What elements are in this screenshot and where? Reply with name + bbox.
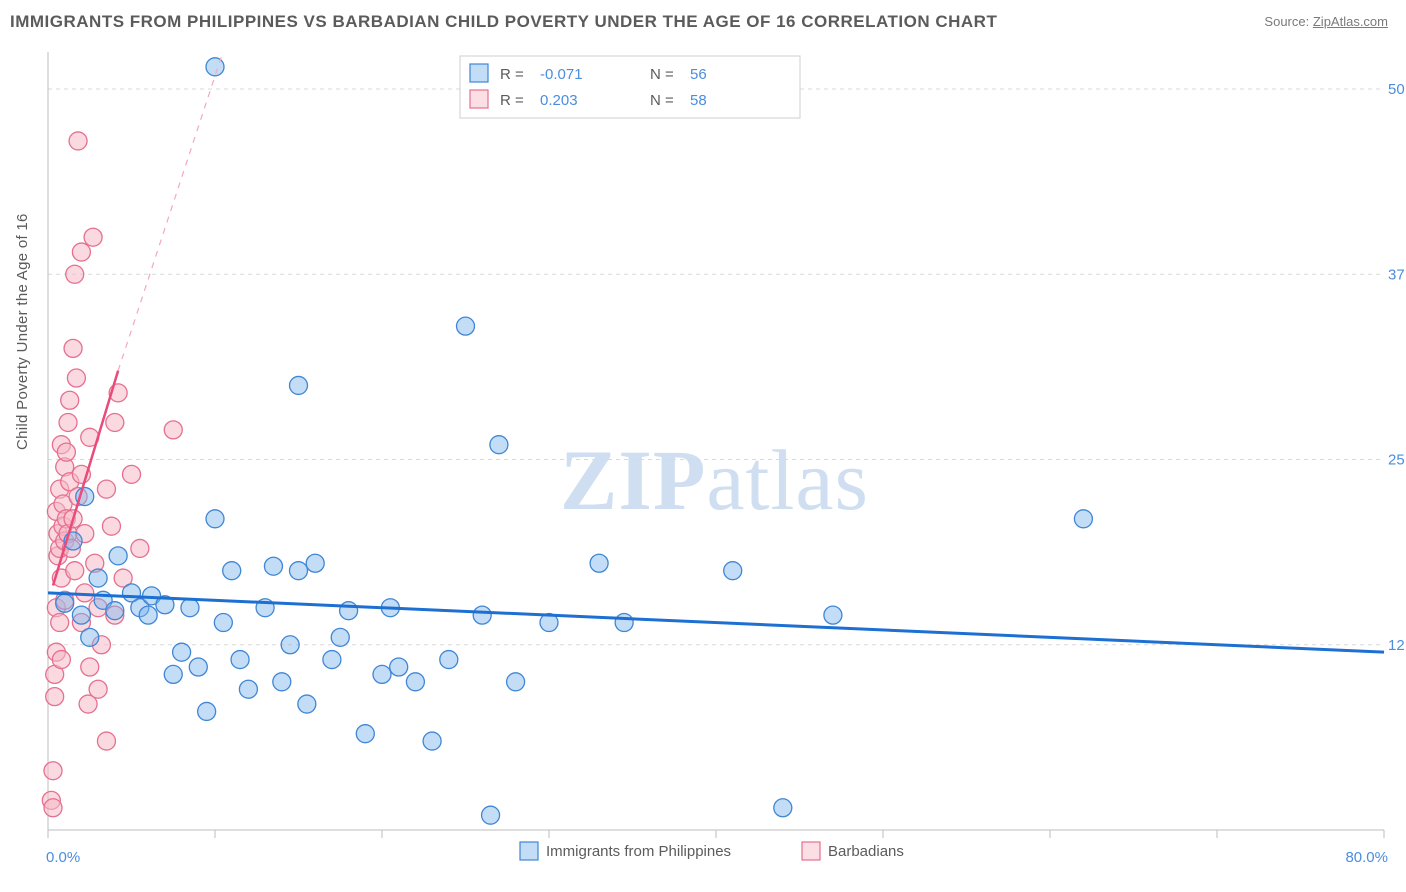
data-point-blue <box>507 673 525 691</box>
data-point-blue <box>214 614 232 632</box>
data-point-blue <box>440 651 458 669</box>
data-point-blue <box>373 665 391 683</box>
data-point-pink <box>52 651 70 669</box>
data-point-pink <box>69 132 87 150</box>
data-point-pink <box>64 339 82 357</box>
data-point-blue <box>206 58 224 76</box>
data-point-pink <box>84 228 102 246</box>
data-point-blue <box>340 602 358 620</box>
chart-svg: 12.5% 25.0% 37.5% 50.0% 0.0% 80.0% R = -0.071 N … <box>0 0 1406 892</box>
data-point-blue <box>189 658 207 676</box>
legend-bottom-swatch <box>520 842 538 860</box>
data-point-blue <box>206 510 224 528</box>
data-point-blue <box>106 602 124 620</box>
data-point-blue <box>89 569 107 587</box>
data-point-pink <box>97 732 115 750</box>
chart-container: IMMIGRANTS FROM PHILIPPINES VS BARBADIAN… <box>0 0 1406 892</box>
legend-bottom-label: Immigrants from Philippines <box>546 843 731 860</box>
data-point-blue <box>406 673 424 691</box>
data-point-blue <box>164 665 182 683</box>
data-point-blue <box>482 806 500 824</box>
legend-n-value: 58 <box>690 92 707 109</box>
data-point-blue <box>139 606 157 624</box>
legend-bottom-label: Barbadians <box>828 843 904 860</box>
trendline-pink-dashed <box>118 52 223 371</box>
data-point-blue <box>423 732 441 750</box>
data-point-pink <box>89 680 107 698</box>
data-point-blue <box>223 562 241 580</box>
data-point-pink <box>81 658 99 676</box>
data-point-pink <box>46 688 64 706</box>
data-point-blue <box>774 799 792 817</box>
data-point-blue <box>181 599 199 617</box>
data-point-pink <box>61 391 79 409</box>
data-point-blue <box>323 651 341 669</box>
legend-r-label: R = <box>500 92 524 109</box>
data-point-pink <box>51 614 69 632</box>
data-point-blue <box>290 376 308 394</box>
data-point-blue <box>590 554 608 572</box>
data-point-pink <box>67 369 85 387</box>
legend-n-value: 56 <box>690 66 707 83</box>
data-point-blue <box>331 628 349 646</box>
data-point-blue <box>173 643 191 661</box>
legend-n-label: N = <box>650 92 674 109</box>
data-point-pink <box>44 799 62 817</box>
xlabel-max: 80.0% <box>1345 849 1388 866</box>
data-point-blue <box>824 606 842 624</box>
data-point-blue <box>56 594 74 612</box>
data-point-blue <box>724 562 742 580</box>
data-point-pink <box>106 413 124 431</box>
legend-bottom-swatch <box>802 842 820 860</box>
data-point-blue <box>273 673 291 691</box>
ytick-label: 37.5% <box>1388 266 1406 283</box>
data-point-pink <box>123 465 141 483</box>
data-point-blue <box>306 554 324 572</box>
legend-r-value: 0.203 <box>540 92 578 109</box>
legend-swatch <box>470 90 488 108</box>
data-point-pink <box>59 413 77 431</box>
legend-n-label: N = <box>650 66 674 83</box>
data-point-pink <box>131 539 149 557</box>
data-point-blue <box>109 547 127 565</box>
data-point-pink <box>66 562 84 580</box>
data-point-blue <box>198 702 216 720</box>
ytick-label: 25.0% <box>1388 452 1406 469</box>
data-point-blue <box>473 606 491 624</box>
data-point-pink <box>72 243 90 261</box>
data-point-blue <box>356 725 374 743</box>
legend-r-label: R = <box>500 66 524 83</box>
data-point-blue <box>298 695 316 713</box>
data-point-blue <box>264 557 282 575</box>
legend-r-value: -0.071 <box>540 66 583 83</box>
data-point-blue <box>281 636 299 654</box>
legend-swatch <box>470 64 488 82</box>
data-point-blue <box>615 614 633 632</box>
data-point-blue <box>239 680 257 698</box>
data-point-pink <box>44 762 62 780</box>
data-point-blue <box>490 436 508 454</box>
data-point-pink <box>97 480 115 498</box>
data-point-blue <box>81 628 99 646</box>
data-point-blue <box>390 658 408 676</box>
data-point-pink <box>66 265 84 283</box>
ytick-label: 50.0% <box>1388 81 1406 98</box>
data-point-blue <box>1074 510 1092 528</box>
data-point-blue <box>72 606 90 624</box>
data-point-pink <box>164 421 182 439</box>
ytick-label: 12.5% <box>1388 637 1406 654</box>
data-point-blue <box>290 562 308 580</box>
data-point-pink <box>102 517 120 535</box>
xlabel-min: 0.0% <box>46 849 80 866</box>
data-point-pink <box>57 443 75 461</box>
data-point-blue <box>457 317 475 335</box>
data-point-blue <box>231 651 249 669</box>
trendline-blue <box>48 593 1384 652</box>
